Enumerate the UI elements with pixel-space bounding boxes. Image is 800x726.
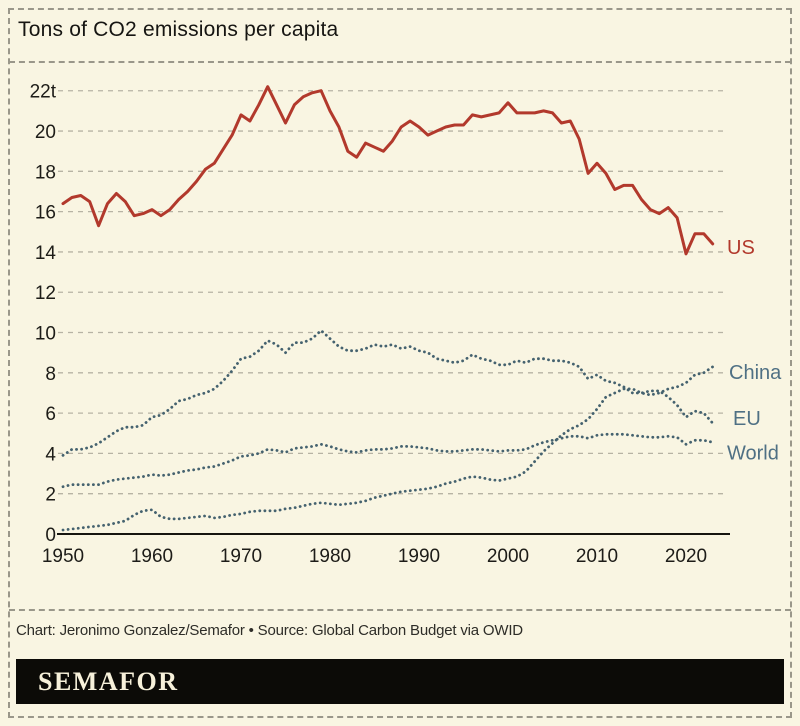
- china-line: [61, 365, 715, 532]
- y-tick-label: 12: [35, 283, 56, 304]
- y-tick-label: 0: [45, 525, 56, 546]
- series-label-world: World: [727, 442, 779, 464]
- y-tick-label: 2: [45, 485, 56, 506]
- credit-line: Chart: Jeronimo Gonzalez/Semafor • Sourc…: [16, 622, 523, 639]
- y-tick-label: 20: [35, 122, 56, 143]
- semafor-logo-bar: SEMAFOR: [16, 659, 784, 704]
- chart-title: Tons of CO2 emissions per capita: [18, 18, 339, 41]
- series-label-eu: EU: [733, 408, 761, 430]
- semafor-wordmark: SEMAFOR: [38, 666, 179, 696]
- world-line: [61, 432, 715, 489]
- y-tick-label: 8: [45, 364, 56, 385]
- x-tick-label: 1990: [398, 546, 440, 567]
- y-tick-label: 22t: [30, 82, 57, 103]
- x-tick-label: 2010: [576, 546, 618, 567]
- x-tick-label: 1960: [131, 546, 173, 567]
- series-label-china: China: [729, 362, 782, 384]
- chart-area: 22t 20 18 16 14 12 10 8 6 4 2 0 1950 1960 1970 1980 1990…: [0, 62, 800, 610]
- x-tick-label: 1980: [309, 546, 351, 567]
- y-tick-label: 18: [35, 162, 56, 183]
- y-tick-label: 16: [35, 203, 56, 224]
- us-line: [61, 85, 715, 256]
- y-tick-label: 14: [35, 243, 57, 264]
- y-tick-label: 4: [45, 444, 56, 465]
- eu-line: [61, 329, 715, 457]
- series-label-us: US: [727, 237, 755, 259]
- x-tick-label: 2000: [487, 546, 529, 567]
- x-tick-label: 1950: [42, 546, 84, 567]
- top-divider: [9, 61, 791, 63]
- x-tick-label: 1970: [220, 546, 262, 567]
- x-tick-label: 2020: [665, 546, 707, 567]
- bottom-divider: [9, 609, 791, 611]
- y-tick-label: 6: [45, 404, 56, 425]
- y-tick-label: 10: [35, 324, 56, 345]
